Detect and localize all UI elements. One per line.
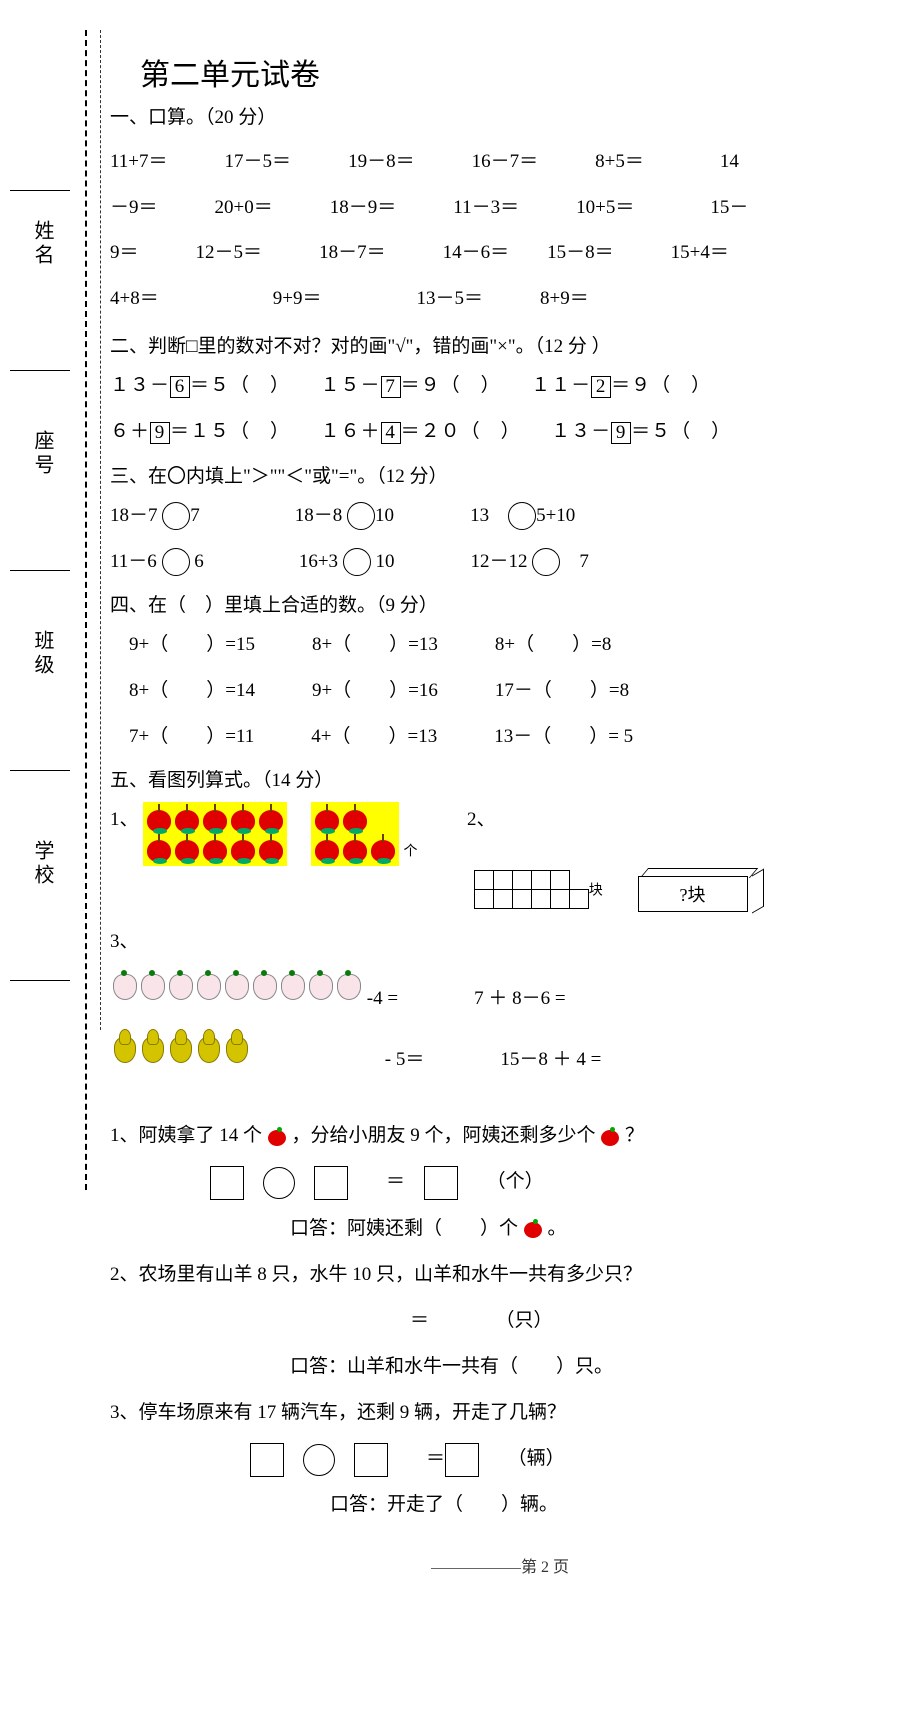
word-problem-2-ans: 口答：山羊和水牛一共有（ ）只。: [110, 1349, 890, 1385]
apple-icon: [267, 1127, 287, 1147]
section-5-pear-row: - 5＝ 15－8 ＋ 4 =: [110, 1027, 890, 1078]
circle: [343, 548, 371, 576]
label-class: 班级: [28, 630, 57, 678]
section-4-row2: 8+（ ）=14 9+（ ）=16 17－（ ）=8: [110, 673, 890, 709]
answer-box: [424, 1166, 458, 1200]
section-2-row2: ６＋9＝１５（ ） １６＋4＝２０（ ） １３－9＝５（ ）: [110, 414, 890, 450]
page-footer: 第 2 页: [110, 1553, 890, 1577]
word-problem-3-eq: ＝ （辆）: [110, 1441, 890, 1477]
section-2-head: 二、判断□里的数对不对？对的画"√"，错的画"×"。（12 分 ）: [110, 331, 890, 358]
answer-box: [445, 1443, 479, 1477]
label-name: 姓名: [28, 220, 57, 268]
apple-group-right: [311, 802, 399, 866]
section-5-pictures: 1、 个 2、 块 ?块: [110, 802, 890, 914]
word-problem-3: 3、停车场原来有 17 辆汽车，还剩 9 辆，开走了几辆？: [110, 1395, 890, 1431]
section-5-peach-row: -4 = 7 ＋ 8－6 =: [110, 970, 890, 1017]
label-seat: 座号: [28, 430, 57, 478]
answer-circle: [303, 1444, 335, 1476]
dash-line-inner: [100, 30, 101, 1030]
page-content: 第二单元试卷 一、口算。（20 分） 11+7＝ 17－5＝ 19－8＝ 16－…: [110, 50, 890, 1577]
apple-group-left: [143, 802, 287, 866]
section-1-head: 一、口算。（20 分）: [110, 102, 890, 129]
word-problem-2-eq: ＝ （只）: [110, 1303, 890, 1339]
answer-box: [210, 1166, 244, 1200]
word-problem-2: 2、农场里有山羊 8 只，水牛 10 只，山羊和水牛一共有多少只？: [110, 1257, 890, 1293]
section-4-head: 四、在（ ）里填上合适的数。（9 分）: [110, 590, 890, 617]
box: 4: [381, 422, 401, 444]
section-4-row1: 9+（ ）=15 8+（ ）=13 8+（ ）=8: [110, 627, 890, 663]
box: 2: [591, 376, 611, 398]
word-problem-1: 1、阿姨拿了 14 个 ，分给小朋友 9 个，阿姨还剩多少个 ？: [110, 1118, 890, 1154]
word-problem-3-ans: 口答：开走了（ ）辆。: [110, 1487, 890, 1523]
cuboid: ?块: [638, 866, 768, 914]
pear-icon: [110, 1027, 138, 1065]
box: 9: [611, 422, 631, 444]
section-2-row1: １３－6＝５（ ） １５－7＝９（ ） １１－2＝９（ ）: [110, 368, 890, 404]
answer-circle: [263, 1167, 295, 1199]
apple-icon: [523, 1219, 543, 1239]
section-1-body: 11+7＝ 17－5＝ 19－8＝ 16－7＝ 8+5＝ 14 －9＝ 20+0…: [110, 139, 890, 321]
dash-line: [85, 30, 87, 1190]
circle: [532, 548, 560, 576]
section-5-head: 五、看图列算式。（14 分）: [110, 765, 890, 792]
circle: [347, 502, 375, 530]
circle: [162, 502, 190, 530]
box: 6: [170, 376, 190, 398]
section-5-p3-label: 3、: [110, 924, 890, 960]
label-school: 学校: [28, 840, 57, 888]
circle: [508, 502, 536, 530]
word-problem-1-ans: 口答：阿姨还剩（ ）个 。: [110, 1211, 890, 1247]
answer-box: [314, 1166, 348, 1200]
section-3-row1: 18－7 7 18－8 10 13 5+10: [110, 498, 890, 534]
section-3-head: 三、在〇内填上"＞""＜"或"="。（12 分）: [110, 461, 890, 488]
page-title: 第二单元试卷: [140, 50, 890, 94]
circle: [162, 548, 190, 576]
apple-icon: [600, 1127, 620, 1147]
box: 7: [381, 376, 401, 398]
box: 9: [150, 422, 170, 444]
peach-icon: [110, 970, 138, 1004]
word-problem-1-eq: ＝ （个）: [110, 1164, 890, 1200]
cubes-grid: [475, 871, 589, 909]
answer-box: [354, 1443, 388, 1477]
section-4-row3: 7+（ ）=11 4+（ ）=13 13－（ ）= 5: [110, 719, 890, 755]
section-3-row2: 11－6 6 16+3 10 12－12 7: [110, 544, 890, 580]
answer-box: [250, 1443, 284, 1477]
